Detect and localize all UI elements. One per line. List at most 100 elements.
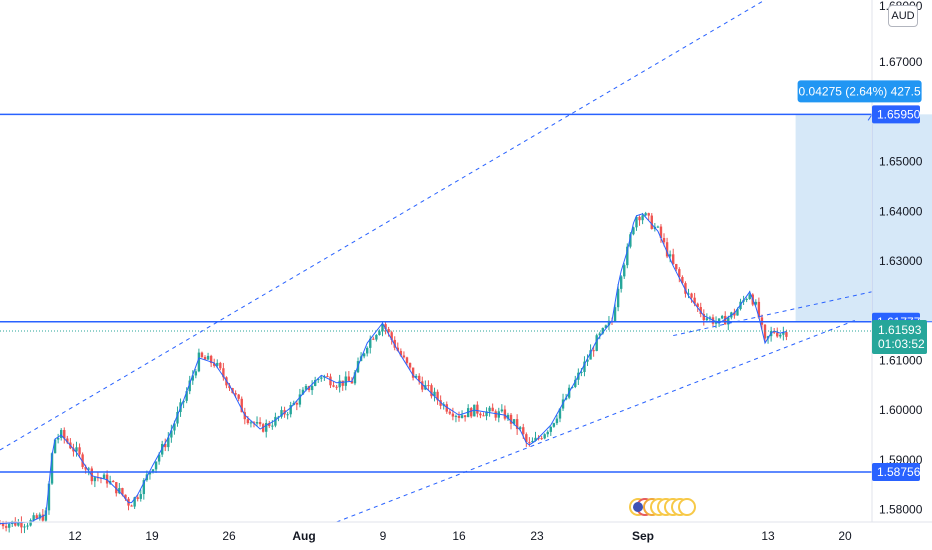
candle-body [307,386,311,391]
candle-body [506,414,510,419]
candle-body [457,415,461,418]
candle-body [121,488,124,495]
candle-body [638,216,641,221]
currency-label[interactable]: AUD [888,5,918,27]
y-tick-label: 1.64000 [879,204,923,218]
candle-body [75,447,78,452]
candle-body [286,414,289,416]
candle-body [644,213,647,216]
candle-body [23,526,26,528]
candle-body [17,521,20,526]
candle-body [421,381,424,390]
candle-body [763,324,767,339]
countdown-text: 01:03:52 [878,337,925,351]
candle-body [35,515,38,519]
candle-body [708,317,712,319]
projection-label-text: 0.04275 (2.64%) 427.5 [799,84,921,98]
candle-body [454,415,458,417]
candle-body [164,443,167,448]
event-icon[interactable] [678,498,696,516]
candle-body [261,424,265,432]
candle-body [525,434,528,443]
candle-body [289,404,292,415]
candle-body [14,521,17,526]
candle-body [399,350,403,356]
indicator-icons[interactable] [629,498,696,516]
candle-body [317,378,320,381]
candle-body [387,329,390,333]
candle-body [63,430,66,439]
candle-body [776,332,779,337]
candle-body [552,423,556,427]
candle-body [216,362,219,366]
candle-body [690,293,693,298]
candle-body [66,438,69,443]
candle-body [249,422,253,424]
x-tick-label: 12 [68,529,82,543]
candle-body [72,448,75,452]
candle-body [494,411,497,418]
candle-body [470,408,473,417]
candle-body [445,404,448,412]
channel-middle-line[interactable] [673,291,873,337]
candle-body [491,407,494,412]
candle-body [668,254,672,257]
candle-body [414,375,418,378]
candle-body [268,423,271,427]
candle-body [626,246,629,266]
candle-body [546,431,549,435]
candle-body [623,265,626,277]
candle-body [112,480,115,483]
projection-box[interactable] [795,114,932,322]
moving-average-layer [0,213,787,524]
candle-body [142,480,146,495]
candle-body [705,318,709,321]
candle-body [411,367,415,378]
channel-lower-line[interactable] [336,319,857,523]
candle-body [335,386,338,388]
candle-body [118,488,121,494]
candle-body [512,419,516,424]
candle-body [402,355,406,358]
candle-body [684,283,687,294]
candle-body [151,469,155,473]
candle-body [372,338,375,340]
candle-body [433,391,436,397]
candle-body [167,437,170,448]
candle-body [696,303,699,308]
candle-body [246,419,250,424]
candle-body [451,413,455,417]
candle-body [378,331,381,335]
moving-average-line [0,213,787,524]
candle-body [271,425,274,427]
event-icon-core [633,502,643,512]
candle-body [748,294,751,300]
candle-body [782,332,785,335]
candle-body [136,497,139,499]
candle-body [408,362,412,368]
channel-upper-line[interactable] [0,0,872,451]
level-price-tag-text: 1.65950 [877,107,921,121]
candle-body [678,269,681,278]
candle-body [350,380,354,384]
candle-body [779,334,782,337]
x-tick-label: Aug [292,529,315,543]
candle-body [393,339,396,348]
candle-body [44,510,48,521]
x-tick-label: 23 [530,529,544,543]
candle-body [396,347,399,351]
candle-body [274,416,277,426]
candle-body [583,361,586,372]
candle-body [344,376,347,386]
candle-body [0,523,2,525]
y-tick-label: 1.58000 [879,503,923,517]
candle-body [589,350,592,360]
candle-body [280,410,283,417]
candle-body [353,372,357,384]
candle-body [574,379,577,387]
candle-body [87,468,90,470]
candle-body [754,301,758,305]
projection-label-box [797,80,922,103]
candle-body [485,411,488,417]
